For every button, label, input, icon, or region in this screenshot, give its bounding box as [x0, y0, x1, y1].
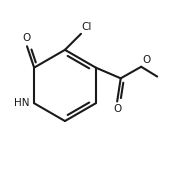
Text: Cl: Cl	[82, 22, 92, 32]
Text: O: O	[22, 33, 30, 43]
Text: O: O	[142, 55, 150, 65]
Text: O: O	[113, 104, 121, 114]
Text: HN: HN	[14, 98, 30, 108]
